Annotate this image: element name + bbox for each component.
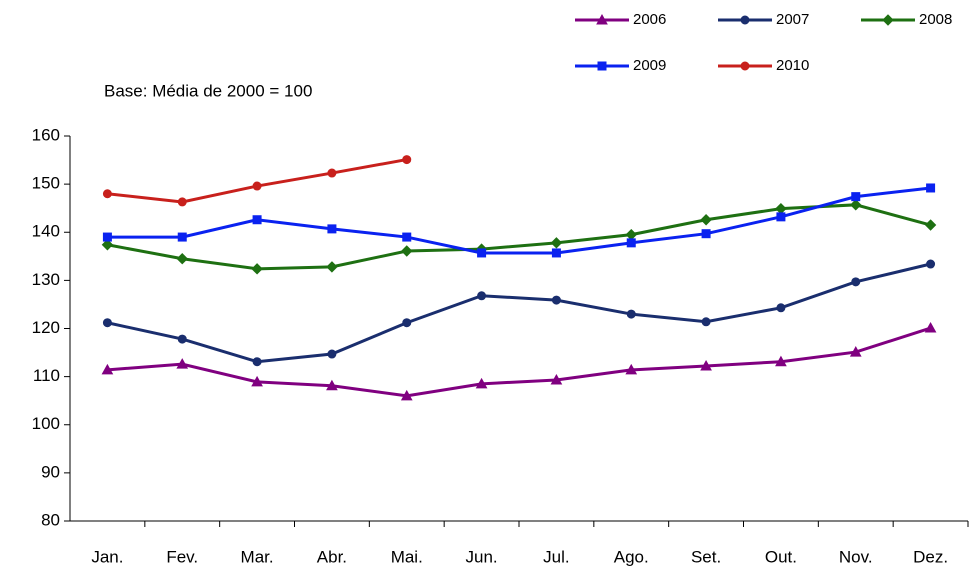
legend-marker [597,61,607,71]
y-tick-label: 120 [32,318,60,337]
data-point [402,318,412,328]
series-line [107,326,932,398]
data-point [551,295,561,305]
x-tick-label: Out. [765,547,797,566]
data-point [776,212,786,222]
x-tick-label: Mar. [241,547,274,566]
legend-label: 2006 [633,11,666,28]
series-line [107,203,931,271]
data-point [326,261,338,273]
legend-label: 2008 [919,11,952,28]
data-point [102,232,112,242]
data-point [776,303,786,313]
y-tick-label: 90 [41,462,60,481]
y-tick-label: 110 [33,366,60,385]
y-tick-label: 150 [32,174,60,193]
legend-label: 2007 [776,11,809,28]
data-point [402,155,412,165]
legend-marker [740,15,750,25]
data-point [550,373,563,385]
data-point [176,253,188,265]
data-point [626,309,636,319]
data-point [626,238,636,248]
data-point [327,224,337,234]
x-tick-label: Set. [691,547,721,566]
data-point [551,248,561,258]
data-point [101,239,114,251]
data-point [252,181,262,191]
y-tick-label: 160 [32,125,60,144]
data-point [550,237,563,249]
y-tick-label: 80 [41,510,60,529]
series-line [107,186,931,255]
data-point [477,291,487,301]
legend-marker [740,61,750,71]
x-tick-label: Dez. [913,547,948,566]
data-point [701,317,711,327]
y-tick-label: 130 [32,270,60,289]
x-tick-label: Mai. [391,547,423,566]
data-point [177,232,187,242]
data-point [401,245,413,257]
legend-label: 2009 [633,57,666,74]
data-point [701,229,711,239]
data-point [924,321,937,333]
x-tick-label: Jul. [543,547,569,566]
y-tick-label: 140 [32,222,60,241]
data-point [177,334,187,344]
data-point [252,215,262,225]
legend-label: 2010 [776,57,809,74]
data-point [851,192,861,202]
data-point [477,248,487,258]
data-point [326,379,338,391]
data-point [775,355,787,367]
data-point [327,168,337,178]
data-point [402,232,412,242]
x-tick-label: Fev. [166,547,198,566]
data-point [775,202,787,215]
series-line [107,158,408,204]
data-point [850,199,862,211]
data-point [251,263,263,275]
data-point [926,183,936,193]
data-point [102,189,112,199]
data-point [475,377,488,389]
data-point [252,357,262,367]
data-point [926,259,936,269]
data-point [102,318,112,328]
data-point [177,197,187,207]
data-point [625,363,638,375]
x-tick-label: Jun. [466,547,498,566]
chart-subtitle: Base: Média de 2000 = 100 [104,81,312,100]
data-point [700,360,712,371]
data-point [327,349,337,359]
legend-marker [596,13,608,25]
x-tick-label: Abr. [317,547,347,566]
x-tick-label: Jan. [91,547,123,566]
data-point [849,346,862,357]
data-point [924,219,937,231]
data-point [101,363,114,375]
data-point [176,358,189,369]
data-point [851,277,861,287]
series-line [107,262,931,364]
y-tick-label: 100 [32,414,60,433]
x-tick-label: Ago. [614,547,649,566]
x-tick-label: Nov. [839,547,873,566]
data-point [400,389,413,401]
legend-marker [882,14,894,26]
data-point [625,228,637,241]
data-point [700,214,712,226]
data-point [251,375,263,387]
